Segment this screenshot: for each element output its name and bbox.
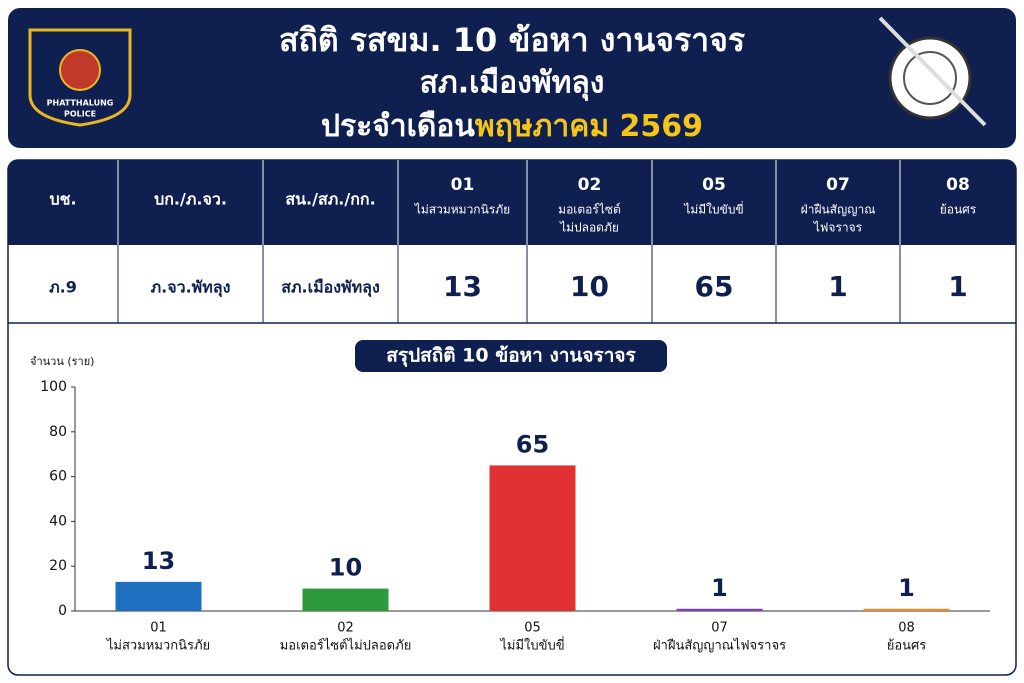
bar — [863, 608, 950, 611]
badge-emblem — [59, 49, 101, 91]
period-prefix: ประจำเดือน — [321, 109, 475, 144]
period: ประจำเดือนพฤษภาคม 2569 — [321, 109, 703, 144]
table-cell: ภ.9 — [49, 278, 77, 297]
table-header-label: ไม่มีใบขับขี่ — [683, 201, 743, 217]
bar — [115, 581, 202, 611]
badge-text: POLICE — [64, 110, 96, 119]
value-label: 1 — [898, 574, 915, 602]
value-label: 13 — [142, 547, 175, 575]
chart-title: สรุปสถิติ 10 ข้อหา งานจราจร — [386, 345, 636, 368]
table-cell: 65 — [695, 270, 734, 303]
period-value: พฤษภาคม 2569 — [475, 109, 703, 144]
emblem-sword — [878, 16, 987, 127]
table-cell: 1 — [948, 270, 967, 303]
x-tick-label: 07 — [711, 621, 728, 636]
y-tick-label: 20 — [49, 558, 67, 574]
subtitle: สภ.เมืองพัทลุง — [420, 66, 605, 102]
table-header-label: ไม่สวมหมวกนิรภัย — [414, 203, 510, 217]
table-header-code: 02 — [578, 175, 602, 195]
table-header-code: 07 — [826, 175, 850, 195]
x-tick-label: 05 — [524, 621, 541, 636]
chart-title-bg — [355, 340, 667, 372]
x-tick-label: 01 — [150, 621, 167, 636]
table-header-bg — [8, 160, 1016, 245]
value-label: 10 — [329, 554, 362, 582]
table-header-code: 08 — [946, 175, 970, 195]
table-header-label: ไม่ปลอดภัย — [559, 221, 619, 235]
y-tick-label: 0 — [58, 603, 67, 619]
x-tick-name: ไม่สวมหมวกนิรภัย — [106, 638, 210, 654]
x-tick-name: ย้อนศร — [887, 639, 927, 654]
police-badge: PHATTHALUNG POLICE — [28, 28, 132, 127]
x-tick-name: ไม่มีใบขับขี่ — [499, 637, 564, 654]
table-header-label: ไฟจราจร — [813, 221, 863, 235]
value-label: 65 — [516, 430, 549, 458]
x-tick-name: ฝ่าฝืนสัญญาณไฟจราจร — [653, 638, 786, 654]
header-panel — [8, 8, 1016, 148]
y-tick-label: 40 — [49, 513, 67, 529]
title: สถิติ รสขม. 10 ข้อหา งานจราจร — [279, 21, 745, 59]
x-tick-label: 02 — [337, 621, 354, 636]
bar — [489, 465, 576, 611]
table-cell: ภ.จว.พัทลุง — [151, 278, 231, 298]
emblem-ring — [903, 51, 957, 105]
bar — [302, 588, 389, 611]
table-header: บช. — [49, 190, 76, 209]
table-header: บก./ภ.จว. — [154, 190, 227, 209]
y-tick-label: 80 — [49, 424, 67, 440]
table-header: สน./สภ./กก. — [285, 190, 375, 209]
royal-emblem — [878, 16, 987, 127]
table-header-code: 05 — [702, 175, 726, 195]
badge-text: PHATTHALUNG — [47, 99, 114, 108]
x-tick-label: 08 — [898, 621, 915, 636]
table-header-code: 01 — [451, 175, 475, 195]
x-tick-name: มอเตอร์ไซต์ไม่ปลอดภัย — [280, 638, 412, 654]
y-tick-label: 60 — [49, 469, 67, 485]
table-header-label: มอเตอร์ไซต์ — [558, 203, 621, 217]
emblem-circle — [888, 36, 972, 120]
table-cell: 10 — [570, 270, 609, 303]
table-cell: สภ.เมืองพัทลุง — [281, 278, 380, 298]
table-cell: 13 — [443, 270, 482, 303]
bar — [676, 608, 763, 611]
y-axis-label: จำนวน (ราย) — [30, 355, 94, 368]
y-tick-label: 100 — [40, 379, 67, 395]
value-label: 1 — [711, 574, 728, 602]
table-cell: 1 — [828, 270, 847, 303]
table-header-label: ฝ่าฝืนสัญญาณ — [801, 203, 876, 217]
table-header-label: ย้อนศร — [940, 203, 977, 217]
